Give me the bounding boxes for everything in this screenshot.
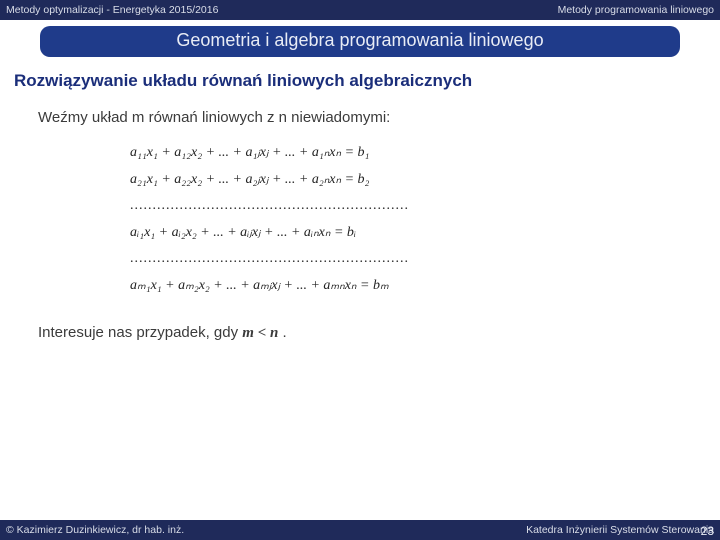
header-bar: Metody optymalizacji - Energetyka 2015/2… xyxy=(0,0,720,20)
equation-row-1: a₁₁x₁ + a₁₂x₂ + ... + a₁ⱼxⱼ + ... + a₁ₙx… xyxy=(130,140,720,167)
equation-dots-2: ........................................… xyxy=(130,246,720,273)
equation-row-2: a₂₁x₁ + a₂₂x₂ + ... + a₂ⱼxⱼ + ... + a₂ₙx… xyxy=(130,167,720,194)
closing-post: . xyxy=(278,324,286,341)
closing-pre: Interesuje nas przypadek, gdy xyxy=(38,324,242,341)
page-number: 23 xyxy=(701,524,714,538)
header-right: Metody programowania liniowego xyxy=(558,4,714,16)
equation-row-i: aᵢ₁x₁ + aᵢ₂x₂ + ... + aᵢⱼxⱼ + ... + aᵢₙx… xyxy=(130,220,720,247)
equation-block: a₁₁x₁ + a₁₂x₂ + ... + a₁ⱼxⱼ + ... + a₁ₙx… xyxy=(130,140,720,300)
footer-bar: © Kazimierz Duzinkiewicz, dr hab. inż. K… xyxy=(0,520,720,540)
section-heading: Rozwiązywanie układu równań liniowych al… xyxy=(14,71,720,91)
closing-text: Interesuje nas przypadek, gdy m < n . xyxy=(38,324,720,342)
equation-dots-1: ........................................… xyxy=(130,193,720,220)
footer-left: © Kazimierz Duzinkiewicz, dr hab. inż. xyxy=(6,524,184,536)
title-banner: Geometria i algebra programowania liniow… xyxy=(40,26,680,57)
intro-text: Weźmy układ m równań liniowych z n niewi… xyxy=(38,109,720,126)
closing-math: m < n xyxy=(242,325,278,341)
header-left: Metody optymalizacji - Energetyka 2015/2… xyxy=(6,4,218,16)
equation-row-m: aₘ₁x₁ + aₘ₂x₂ + ... + aₘⱼxⱼ + ... + aₘₙx… xyxy=(130,273,720,300)
footer-right: Katedra Inżynierii Systemów Sterowania xyxy=(526,524,714,536)
